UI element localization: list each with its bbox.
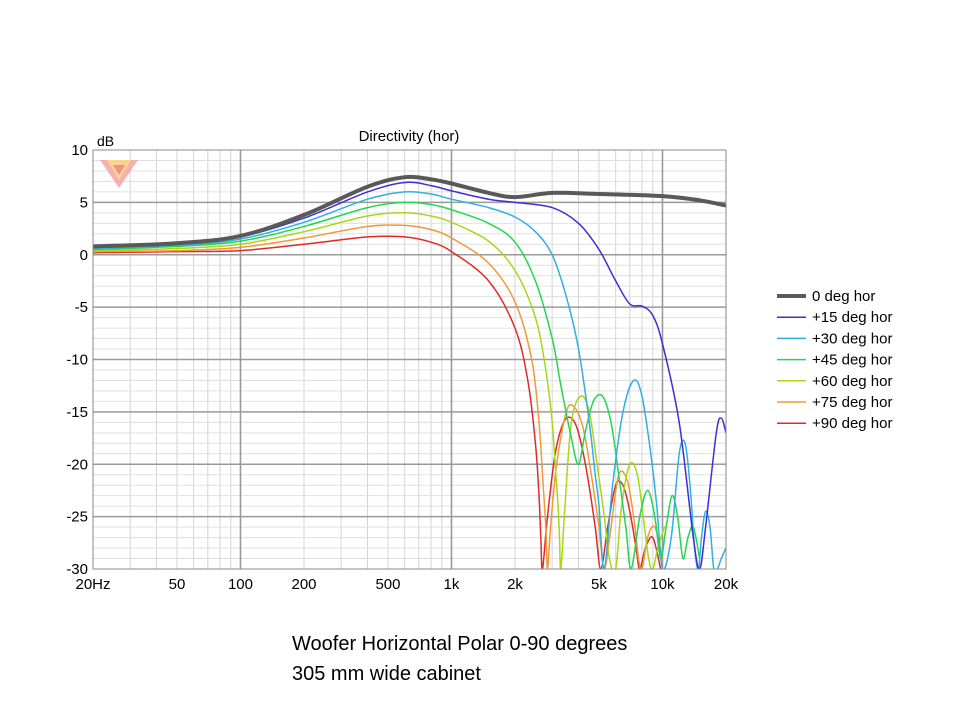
x-tick-label: 2k [507, 576, 523, 593]
series-line-0-deg-hor [93, 174, 726, 249]
legend-label-plus-15-deg-hor: +15 deg hor [812, 309, 893, 326]
legend-label-plus-60-deg-hor: +60 deg hor [812, 373, 893, 390]
plot-border [92, 149, 727, 570]
x-tick-label: 100 [228, 576, 253, 593]
caption-line-2: 305 mm wide cabinet [292, 663, 481, 685]
legend: 0 deg hor +15 deg hor +30 deg hor +45 deg h… [777, 288, 893, 432]
y-tick-label: -10 [66, 352, 88, 369]
series-line-plus-45-deg-hor [93, 201, 701, 569]
series-line-plus-75-deg-hor [93, 224, 664, 569]
y-tick-label: 10 [71, 142, 88, 159]
y-tick-label: -20 [66, 456, 88, 473]
x-tick-label: 1k [444, 576, 460, 593]
series-line-plus-90-deg-hor [93, 235, 662, 569]
x-tick-label: 20k [714, 576, 739, 593]
legend-label-plus-75-deg-hor: +75 deg hor [812, 394, 893, 411]
x-tick-label: 500 [375, 576, 400, 593]
legend-label-plus-45-deg-hor: +45 deg hor [812, 352, 893, 369]
legend-label-plus-30-deg-hor: +30 deg hor [812, 330, 893, 347]
series-line-plus-30-deg-hor [93, 190, 726, 569]
x-tick-label: 5k [591, 576, 607, 593]
y-tick-label: 5 [80, 194, 88, 211]
major-grid [93, 150, 726, 569]
series-layer [93, 174, 726, 569]
logo-watermark [100, 160, 138, 188]
x-tick-label: 50 [169, 576, 186, 593]
caption-line-1: Woofer Horizontal Polar 0-90 degrees [292, 633, 628, 655]
y-tick-label: -30 [66, 561, 88, 578]
chart-title: Directivity (hor) [359, 128, 460, 145]
x-tick-label: 200 [291, 576, 316, 593]
y-axis-unit-label: dB [97, 133, 114, 149]
x-axis-ticks: 20Hz 50 100 200 500 1k 2k 5k 10k 20k [75, 576, 738, 593]
legend-label-0-deg-hor: 0 deg hor [812, 288, 875, 305]
x-tick-label: 10k [650, 576, 675, 593]
y-tick-label: 0 [80, 247, 88, 264]
y-tick-label: -25 [66, 509, 88, 526]
y-tick-label: -15 [66, 404, 88, 421]
y-axis-ticks: 10 5 0 -5 -10 -15 -20 -25 -30 [66, 142, 88, 578]
legend-label-plus-90-deg-hor: +90 deg hor [812, 415, 893, 432]
series-line-plus-60-deg-hor [93, 212, 666, 569]
x-tick-label: 20Hz [75, 576, 110, 593]
y-tick-label: -5 [75, 299, 88, 316]
